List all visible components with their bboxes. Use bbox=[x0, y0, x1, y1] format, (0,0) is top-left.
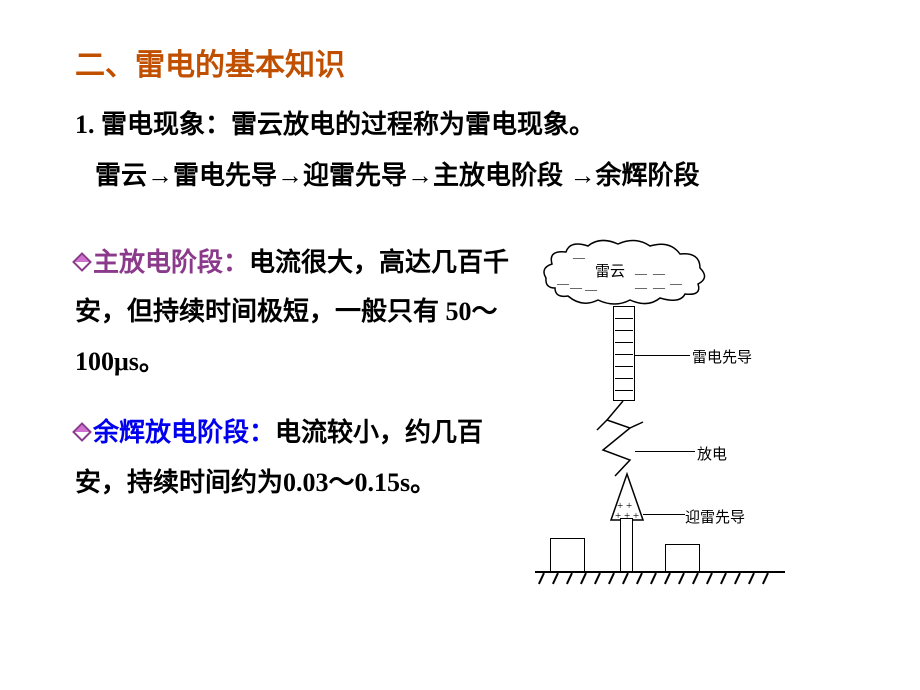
leader-tick bbox=[615, 318, 633, 319]
leader-tick bbox=[615, 330, 633, 331]
leader-tick bbox=[615, 354, 633, 355]
leader-tick bbox=[615, 390, 633, 391]
paragraph-1: 1. 雷电现象：雷云放电的过程称为雷电现象。 bbox=[75, 104, 860, 141]
leader-label: 雷电先导 bbox=[692, 346, 752, 367]
upleader-pointer-line bbox=[643, 514, 685, 515]
ground-hatch bbox=[692, 573, 698, 585]
ground-hatch bbox=[734, 573, 740, 585]
ground-hatch bbox=[622, 573, 628, 585]
ground-hatch bbox=[552, 573, 558, 585]
minus-icon: — bbox=[585, 282, 597, 297]
ground-hatch bbox=[706, 573, 712, 585]
main-discharge-block: 主放电阶段：电流很大，高达几百千安，但持续时间极短，一般只有 50～100μs。 bbox=[75, 238, 525, 386]
discharge-zigzag bbox=[595, 398, 655, 483]
ground-hatch bbox=[762, 573, 768, 585]
minus-icon: — bbox=[653, 280, 665, 295]
ground-hatch bbox=[650, 573, 656, 585]
title-text: 二、雷电的基本知识 bbox=[75, 49, 345, 82]
afterglow-block: 余辉放电阶段：电流较小，约几百安，持续时间约为0.03～0.15s。 bbox=[75, 408, 525, 507]
tower bbox=[620, 518, 633, 571]
leader-tick bbox=[615, 342, 633, 343]
discharge-label: 放电 bbox=[697, 443, 727, 464]
bullet-icon bbox=[72, 422, 92, 442]
ground-hatch bbox=[720, 573, 726, 585]
lightning-diagram: — — — — — — — — — 雷云 雷电先导 bbox=[535, 238, 815, 598]
ground-hatch bbox=[608, 573, 614, 585]
ground-hatch bbox=[748, 573, 754, 585]
paragraph-2: 雷云→雷电先导→迎雷先导→主放电阶段 →余辉阶段 bbox=[95, 155, 860, 192]
ground-hatch bbox=[566, 573, 572, 585]
building-right bbox=[665, 544, 700, 571]
discharge-pointer-line bbox=[635, 451, 695, 452]
minus-icon: — bbox=[573, 250, 585, 265]
afterglow-label: 余辉放电阶段： bbox=[93, 418, 275, 447]
minus-icon: — bbox=[557, 276, 569, 291]
building-left bbox=[550, 538, 585, 571]
bullet-icon bbox=[72, 252, 92, 272]
main-discharge-label: 主放电阶段： bbox=[93, 248, 249, 277]
leader-tick bbox=[615, 366, 633, 367]
cloud-label: 雷云 bbox=[595, 260, 625, 281]
leader-pointer-line bbox=[635, 355, 690, 356]
ground-hatch bbox=[636, 573, 642, 585]
minus-icon: — bbox=[670, 276, 682, 291]
minus-icon: — bbox=[635, 266, 647, 281]
leader-tick bbox=[615, 378, 633, 379]
ground-hatch bbox=[538, 573, 544, 585]
upleader-label: 迎雷先导 bbox=[685, 506, 745, 527]
minus-icon: — bbox=[635, 280, 647, 295]
ground-hatch bbox=[580, 573, 586, 585]
minus-icon: — bbox=[570, 280, 582, 295]
ground-hatch bbox=[594, 573, 600, 585]
ground-hatch bbox=[664, 573, 670, 585]
ground-hatch bbox=[678, 573, 684, 585]
section-title: 二、雷电的基本知识 bbox=[75, 40, 860, 84]
minus-icon: — bbox=[653, 266, 665, 281]
